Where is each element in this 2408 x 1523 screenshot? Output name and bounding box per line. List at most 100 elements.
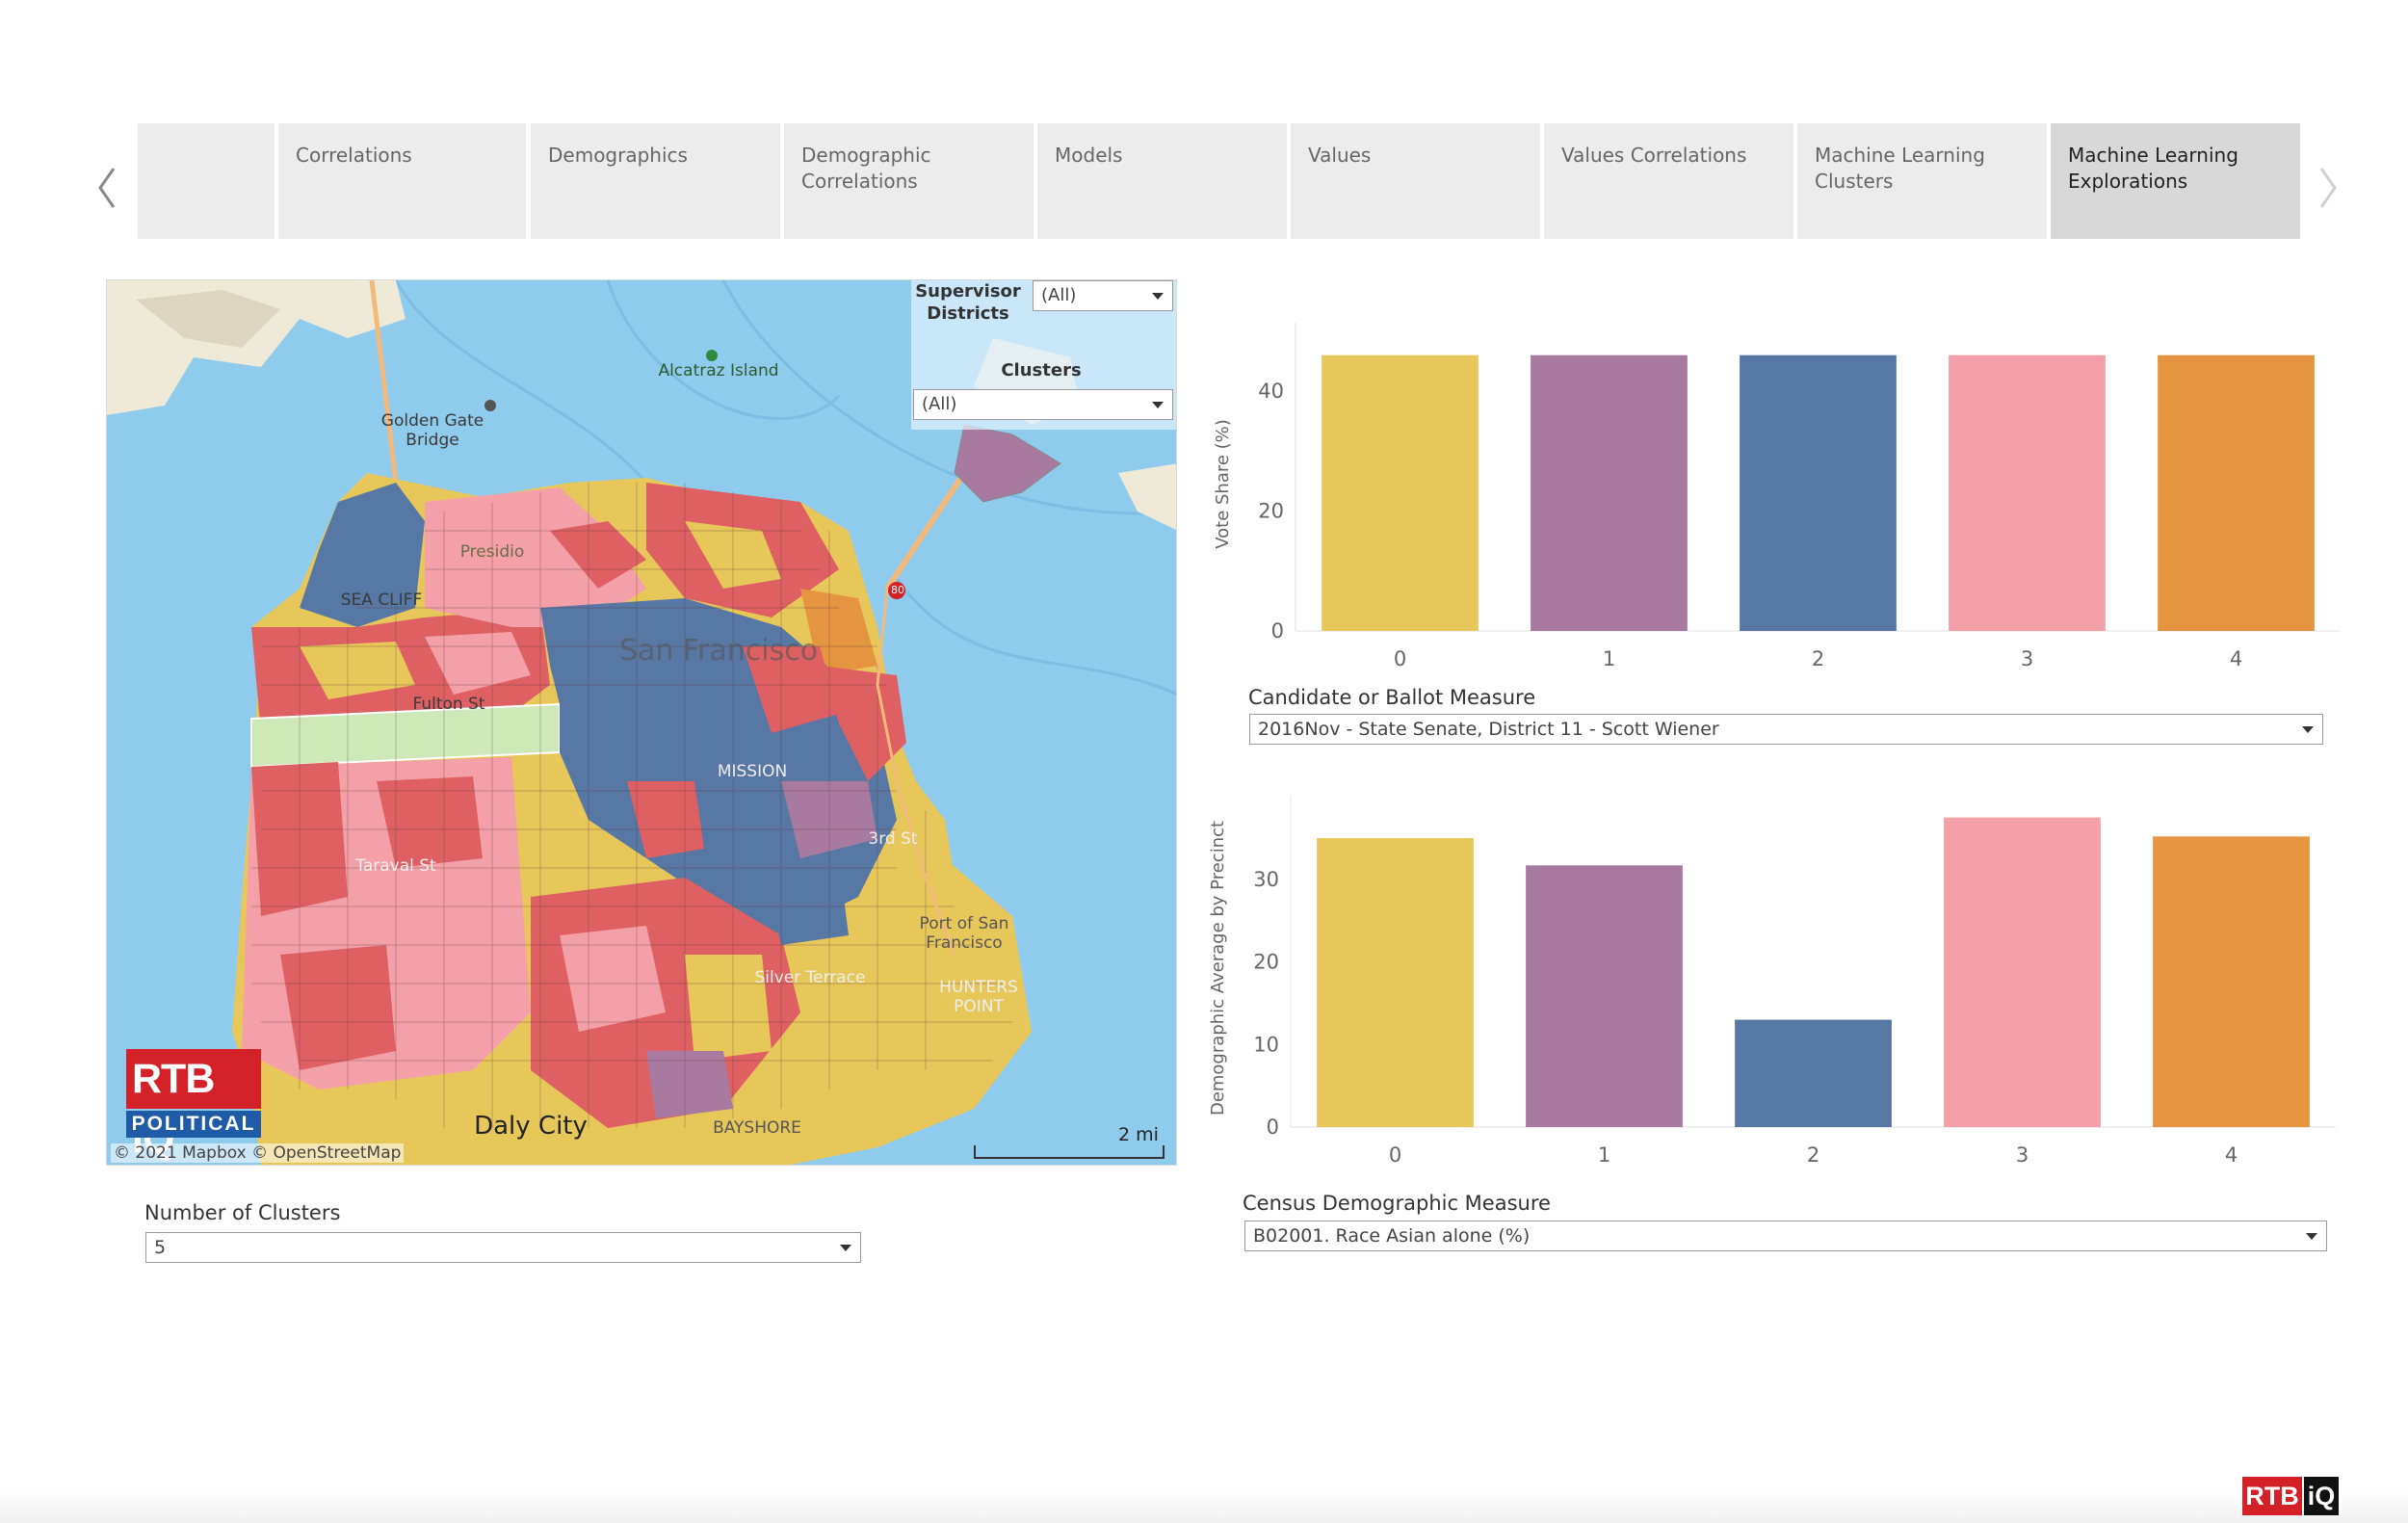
map-label-taraval: Taraval St [355,856,436,876]
richmond-subcluster [425,632,531,695]
clusters-select[interactable]: (All) [913,389,1173,420]
y-tick-label: 20 [1258,500,1284,523]
x-tick-label: 4 [2230,647,2242,670]
tab-label: Correlations [296,144,412,167]
logo-tagline: POLITICAL [126,1111,261,1138]
shipping-lane [394,280,1176,696]
tab-machine-learning-clusters[interactable]: Machine Learning Clusters [1797,123,2047,239]
x-tick-label: 0 [1394,647,1406,670]
demographic-average-chart: Demographic Average by Precinct 0 10 20 30 0 1… [1208,795,2336,1167]
east-bay-land [1118,463,1176,531]
tab-demographics[interactable]: Demographics [531,123,780,239]
footer-logo-left: RTB [2242,1477,2302,1515]
previous-tab-arrow-icon[interactable] [89,159,127,217]
marin-hills [136,290,280,348]
next-tab-arrow-icon[interactable] [2308,159,2346,217]
interstate-280 [876,588,956,956]
bar-cluster-3[interactable] [1949,354,2106,631]
south-subcluster [762,858,849,945]
map-label-fulton: Fulton St [412,695,485,714]
tab-values-correlations[interactable]: Values Correlations [1544,123,1793,239]
treasure-island-precinct [954,424,1061,503]
bar-cluster-0[interactable] [1317,838,1474,1127]
bar-cluster-2[interactable] [1735,1019,1892,1127]
map-label-alcatraz: Alcatraz Island [658,361,779,381]
x-tick-label: 2 [1807,1143,1819,1167]
supervisor-districts-select[interactable]: (All) [1033,280,1173,311]
census-measure-label: Census Demographic Measure [1243,1192,1551,1215]
y-axis-title: Demographic Average by Precinct [1208,821,1228,1116]
chevron-down-icon [2302,726,2314,733]
x-tick-label: 3 [2021,647,2033,670]
footer-rtbiq-logo[interactable]: RTB iQ [2242,1477,2339,1515]
tab-correlations[interactable]: Correlations [278,123,526,239]
tab-label: Machine Learning Clusters [1815,144,1985,193]
map-canvas[interactable] [107,280,1177,1166]
rtbiq-political-logo: RTB iQ POLITICAL [126,1049,261,1162]
map-label-daly-city: Daly City [474,1112,588,1141]
tab-hidden[interactable] [138,123,275,239]
presidio-cluster [300,483,425,627]
map-attribution[interactable]: © 2021 Mapbox © OpenStreetMap [111,1143,405,1163]
map-label-bayshore: BAYSHORE [713,1118,801,1138]
map-label-san-francisco: San Francisco [618,634,819,668]
census-measure-value: B02001. Race Asian alone (%) [1253,1225,1531,1247]
tab-values[interactable]: Values [1291,123,1540,239]
x-tick-label: 2 [1812,647,1824,670]
precinct-grid [251,483,1012,1128]
sunset-subcluster [377,776,483,868]
south-subcluster [560,926,666,1032]
supervisor-districts-label: Supervisor Districts [915,281,1021,324]
tab-models[interactable]: Models [1037,123,1287,239]
supervisor-districts-value: (All) [1041,285,1077,305]
bar-cluster-1[interactable] [1531,354,1688,631]
x-tick-label: 4 [2225,1143,2238,1167]
census-measure-select[interactable]: B02001. Race Asian alone (%) [1244,1221,2327,1251]
y-tick-label: 0 [1271,619,1284,643]
logo-wordmark: RTB iQ [126,1049,261,1162]
number-of-clusters-select[interactable]: 5 [145,1232,861,1263]
footer-logo-right: iQ [2304,1477,2339,1515]
x-tick-label: 3 [2016,1143,2028,1167]
bar-cluster-4[interactable] [2158,354,2315,631]
map-label-silver-terrace: Silver Terrace [754,968,866,987]
central-subcluster [627,781,704,858]
clusters-value: (All) [922,394,957,414]
bar-cluster-4[interactable] [2153,836,2310,1127]
x-tick-label: 1 [1603,647,1615,670]
footer-bar [0,1491,2408,1523]
number-of-clusters-value: 5 [154,1237,167,1258]
golden-gate-bridge-road [369,280,399,484]
map-scale-label: 2 mi [1118,1124,1159,1145]
highway-shield-icon [888,582,905,599]
clusters-label: Clusters [1001,360,1082,381]
sunset-subcluster [280,945,396,1070]
cluster-map[interactable]: Alcatraz Island Golden Gate Bridge Presi… [106,279,1177,1166]
bar-cluster-3[interactable] [1944,817,2101,1127]
tab-machine-learning-explorations[interactable]: Machine Learning Explorations [2051,123,2300,239]
tab-label: Models [1055,144,1123,167]
chevron-down-icon [840,1245,851,1251]
map-filter-overlay: Supervisor Districts (All) Clusters (All… [911,280,1176,430]
bar-cluster-2[interactable] [1740,354,1897,631]
candidate-select[interactable]: 2016Nov - State Senate, District 11 - Sc… [1249,714,2323,745]
richmond-subcluster [300,642,415,699]
tab-label: Demographic Correlations [801,144,931,193]
vote-share-chart: Vote Share (%) 0 20 40 0 1 2 3 4 [1213,323,2341,670]
candidate-label: Candidate or Ballot Measure [1248,686,1536,709]
north-subcluster [550,521,646,589]
soma-cluster [820,666,906,781]
map-label-port: Port of San Francisco [919,914,1009,953]
park-marker-icon [706,350,718,361]
chevron-down-icon [2306,1233,2317,1240]
tab-label: Machine Learning Explorations [2068,144,2238,193]
map-label-golden-gate: Golden Gate Bridge [380,411,484,450]
tab-demographic-correlations[interactable]: Demographic Correlations [784,123,1034,239]
bar-cluster-0[interactable] [1322,354,1479,631]
central-subcluster [743,646,839,733]
bar-cluster-1[interactable] [1526,865,1683,1127]
tab-label: Values Correlations [1561,144,1747,167]
x-tick-label: 1 [1598,1143,1610,1167]
y-tick-label: 40 [1258,380,1284,403]
north-cluster [425,487,646,627]
